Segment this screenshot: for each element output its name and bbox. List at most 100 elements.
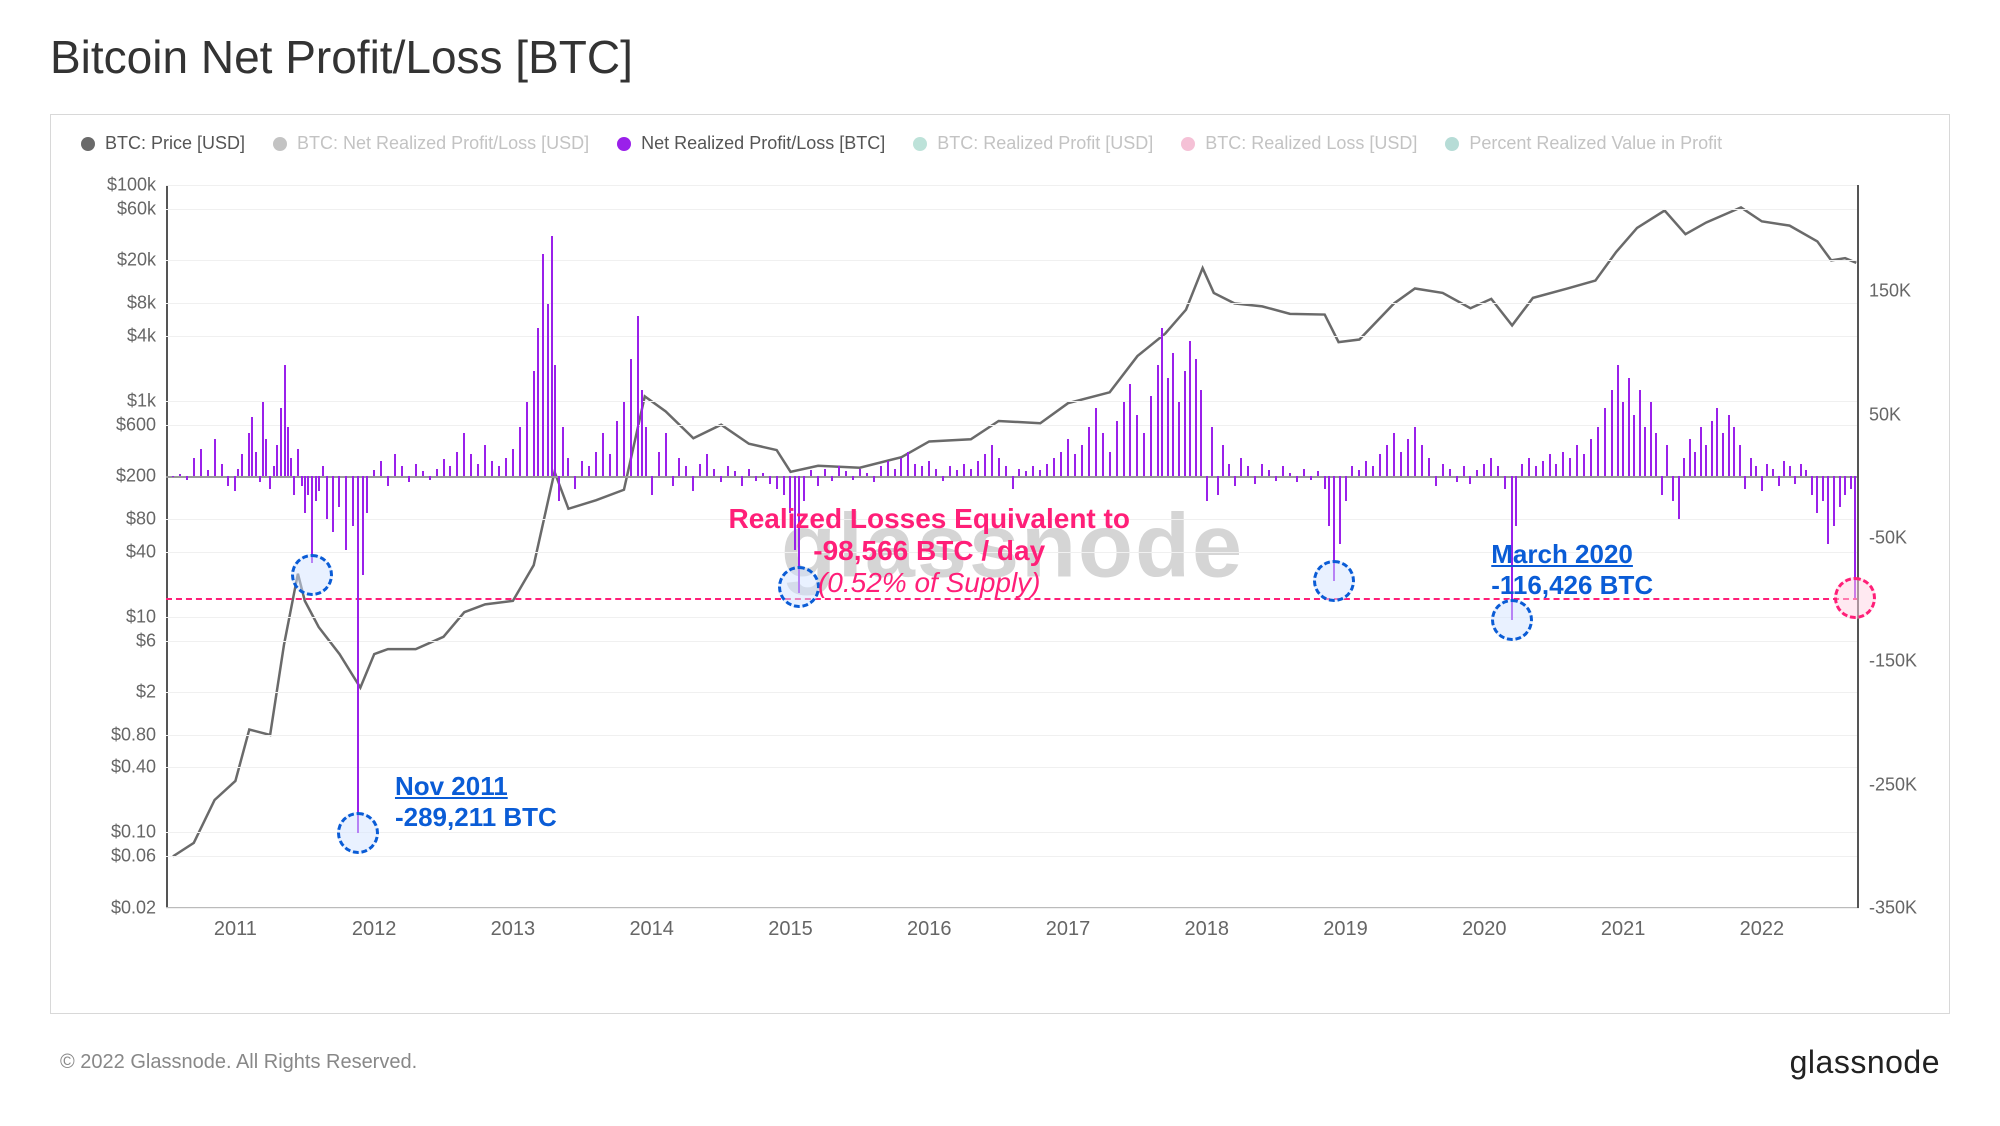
net-btc-bar <box>537 328 539 476</box>
net-btc-bar <box>1535 466 1537 476</box>
net-btc-bar <box>293 476 295 495</box>
y-tick-left: $200 <box>116 466 156 487</box>
net-btc-bar <box>357 476 359 833</box>
net-btc-bar <box>290 458 292 477</box>
net-btc-bar <box>810 470 812 476</box>
net-btc-bar <box>422 471 424 476</box>
legend-dot-icon <box>1181 137 1195 151</box>
y-tick-left: $10 <box>126 606 156 627</box>
y-tick-right: 50K <box>1869 404 1901 425</box>
net-btc-bar <box>297 449 299 476</box>
net-btc-bar <box>1639 390 1641 476</box>
net-btc-bar <box>1129 384 1131 477</box>
net-btc-bar <box>1827 476 1829 544</box>
net-btc-bar <box>387 476 389 486</box>
net-btc-bar <box>762 473 764 477</box>
net-btc-bar <box>1816 476 1818 513</box>
net-btc-bar <box>1542 461 1544 476</box>
annotation-title: March 2020 <box>1491 539 1633 569</box>
legend: BTC: Price [USD] BTC: Net Realized Profit… <box>51 115 1949 164</box>
y-tick-left: $40 <box>126 541 156 562</box>
net-btc-bar <box>1549 454 1551 476</box>
net-btc-bar <box>477 464 479 476</box>
net-btc-bar <box>1456 476 1458 482</box>
net-btc-bar <box>449 466 451 476</box>
net-btc-bar <box>214 439 216 476</box>
footer: © 2022 Glassnode. All Rights Reserved. g… <box>50 1014 1950 1081</box>
net-btc-bar <box>907 452 909 477</box>
y-tick-left: $100k <box>107 175 156 196</box>
net-btc-bar <box>567 458 569 477</box>
net-btc-bar <box>241 454 243 476</box>
net-btc-bar <box>172 476 174 477</box>
net-btc-bar <box>248 433 250 476</box>
net-btc-bar <box>1217 476 1219 495</box>
net-btc-bar <box>542 254 544 476</box>
x-tick: 2020 <box>1462 918 1507 941</box>
net-btc-bar <box>1345 476 1347 501</box>
net-btc-bar <box>1604 408 1606 476</box>
net-btc-bar <box>1161 328 1163 476</box>
legend-item[interactable]: BTC: Realized Profit [USD] <box>913 133 1153 154</box>
net-btc-bar <box>616 421 618 477</box>
net-btc-bar <box>949 466 951 476</box>
net-btc-bar <box>602 433 604 476</box>
net-btc-bar <box>1728 415 1730 477</box>
net-btc-bar <box>1195 359 1197 476</box>
annotation-line1: Realized Losses Equivalent to <box>729 503 1130 534</box>
net-btc-bar <box>259 476 261 482</box>
legend-label: BTC: Net Realized Profit/Loss [USD] <box>297 133 589 154</box>
net-btc-bar <box>1794 476 1796 483</box>
net-btc-bar <box>1428 458 1430 477</box>
net-btc-bar <box>956 470 958 476</box>
net-btc-bar <box>1800 464 1802 476</box>
net-btc-bar <box>595 452 597 477</box>
x-tick: 2014 <box>629 918 674 941</box>
net-btc-bar <box>783 476 785 495</box>
net-btc-bar <box>672 476 674 486</box>
net-btc-bar <box>234 476 236 491</box>
net-btc-bar <box>859 469 861 476</box>
net-btc-bar <box>1046 464 1048 476</box>
net-btc-bar <box>273 466 275 476</box>
gridline <box>166 401 1859 402</box>
net-btc-bar <box>1053 458 1055 477</box>
net-btc-bar <box>963 464 965 476</box>
y-tick-right: -150K <box>1869 651 1917 672</box>
legend-item[interactable]: Net Realized Profit/Loss [BTC] <box>617 133 885 154</box>
net-btc-bar <box>429 476 431 480</box>
net-btc-bar <box>1733 427 1735 476</box>
net-btc-bar <box>311 476 313 562</box>
legend-dot-icon <box>617 137 631 151</box>
net-btc-bar <box>1379 454 1381 476</box>
x-tick: 2017 <box>1046 918 1091 941</box>
net-btc-bar <box>1400 452 1402 477</box>
net-btc-bar <box>1739 445 1741 476</box>
y-tick-left: $600 <box>116 414 156 435</box>
net-btc-bar <box>769 476 771 483</box>
net-btc-bar <box>651 476 653 495</box>
net-btc-bar <box>1372 466 1374 476</box>
legend-item[interactable]: BTC: Price [USD] <box>81 133 245 154</box>
annotation-center: Realized Losses Equivalent to-98,566 BTC… <box>729 503 1130 599</box>
net-btc-bar <box>1123 402 1125 476</box>
net-btc-bar <box>1666 445 1668 476</box>
net-btc-bar <box>1025 471 1027 476</box>
legend-item[interactable]: BTC: Realized Loss [USD] <box>1181 133 1417 154</box>
net-btc-bar <box>1172 353 1174 476</box>
net-btc-bar <box>713 469 715 476</box>
net-btc-bar <box>1018 469 1020 476</box>
net-btc-bar <box>894 469 896 476</box>
net-btc-bar <box>318 476 320 491</box>
net-btc-bar <box>887 461 889 476</box>
gridline <box>166 336 1859 337</box>
y-tick-right: -350K <box>1869 898 1917 919</box>
net-btc-bar <box>1414 427 1416 476</box>
legend-label: BTC: Realized Profit [USD] <box>937 133 1153 154</box>
legend-item[interactable]: BTC: Net Realized Profit/Loss [USD] <box>273 133 589 154</box>
net-btc-bar <box>1150 396 1152 476</box>
legend-item[interactable]: Percent Realized Value in Profit <box>1445 133 1722 154</box>
net-btc-bar <box>470 454 472 476</box>
net-btc-bar <box>574 476 576 488</box>
net-btc-bar <box>326 476 328 519</box>
